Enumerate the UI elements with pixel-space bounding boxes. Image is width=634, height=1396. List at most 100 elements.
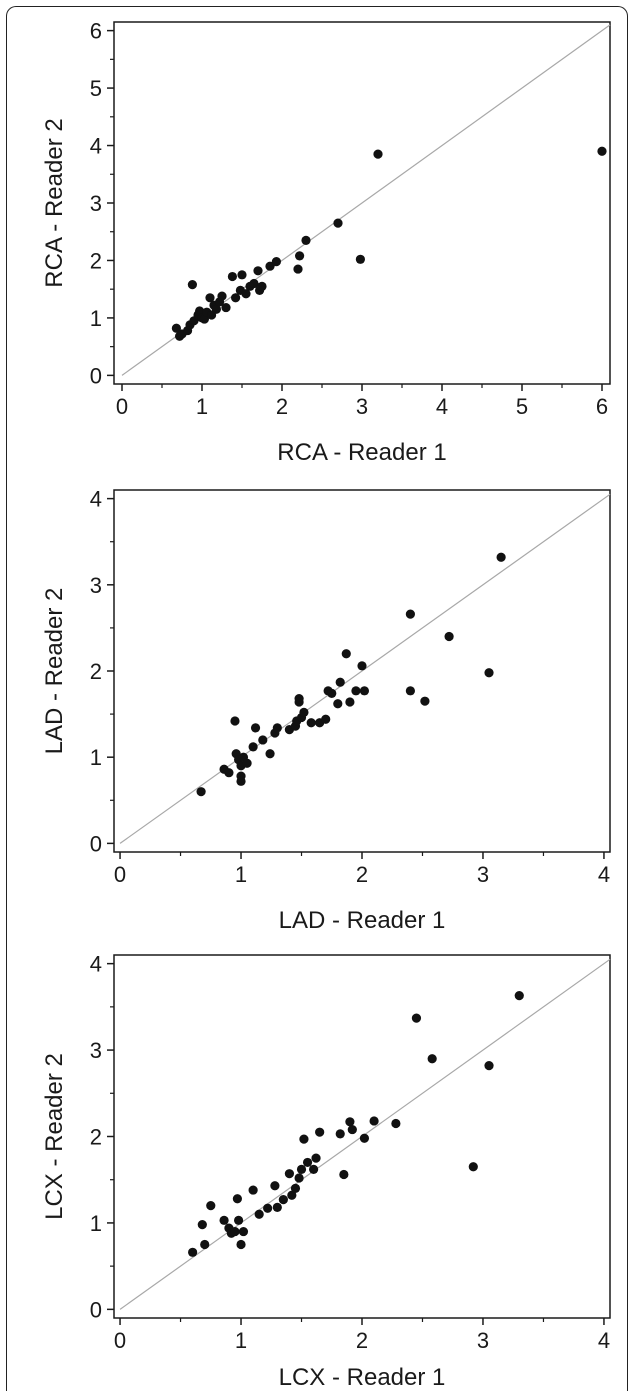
data-point xyxy=(241,289,251,299)
data-point xyxy=(302,1157,313,1168)
data-point xyxy=(335,677,345,687)
data-point xyxy=(299,1134,309,1144)
x-tick-label: 4 xyxy=(436,394,448,419)
y-tick-label: 0 xyxy=(90,363,102,388)
figure-frame xyxy=(6,6,628,1391)
data-point xyxy=(405,609,415,619)
data-point xyxy=(265,749,275,759)
data-point xyxy=(232,1194,242,1204)
data-point xyxy=(248,742,258,752)
data-point xyxy=(253,266,263,276)
data-point xyxy=(309,1164,319,1174)
data-point xyxy=(217,291,227,301)
y-axis-label: LAD - Reader 2 xyxy=(41,588,68,755)
data-point xyxy=(321,714,331,724)
x-tick-label: 0 xyxy=(116,394,128,419)
data-point xyxy=(197,1220,207,1230)
data-point xyxy=(341,649,351,659)
data-point xyxy=(196,787,206,797)
data-point xyxy=(250,723,261,733)
data-point xyxy=(391,1118,401,1129)
data-point xyxy=(238,1226,249,1237)
data-point xyxy=(299,707,309,717)
data-point xyxy=(234,1215,244,1225)
y-tick-label: 2 xyxy=(90,1125,102,1150)
data-point xyxy=(514,991,524,1001)
data-point xyxy=(236,1239,246,1250)
data-point xyxy=(405,686,415,696)
scatter-plot-2: 0 1 2 3 4 0 1 2 3 4 LAD - Reader 1 LAD - Reader 2 xyxy=(41,487,611,934)
data-point xyxy=(444,631,454,642)
data-point xyxy=(272,723,282,733)
data-point xyxy=(206,1201,216,1211)
data-point xyxy=(258,735,268,745)
x-axis-label: LAD - Reader 1 xyxy=(279,907,446,934)
data-point xyxy=(211,304,221,314)
y-tick-label: 1 xyxy=(90,745,102,770)
data-point xyxy=(265,261,275,271)
data-point xyxy=(333,699,343,709)
data-point xyxy=(484,1061,494,1071)
x-tick-label: 0 xyxy=(114,862,126,887)
x-axis-label: LCX - Reader 1 xyxy=(279,1364,446,1391)
data-point xyxy=(227,271,237,282)
data-point xyxy=(257,281,267,291)
scatter-plot-1: 0 1 2 3 4 5 6 0 1 2 3 4 5 6 RCA - Reader 1 RCA - Reader… xyxy=(41,19,611,466)
data-point xyxy=(597,146,607,156)
data-point xyxy=(205,293,215,303)
y-tick-label: 4 xyxy=(90,952,102,977)
x-tick-label: 2 xyxy=(276,394,288,419)
data-point xyxy=(230,1226,240,1237)
data-point xyxy=(468,1162,478,1172)
data-point xyxy=(347,1124,357,1135)
data-point xyxy=(242,758,252,768)
data-point xyxy=(359,1133,370,1143)
data-point xyxy=(420,696,430,706)
y-tick-label: 2 xyxy=(90,659,102,684)
y-tick-label: 3 xyxy=(90,573,102,598)
y-tick-label: 4 xyxy=(90,134,102,159)
y-tick-label: 2 xyxy=(90,248,102,273)
data-point xyxy=(188,1247,198,1257)
y-tick-label: 0 xyxy=(90,1297,102,1322)
data-point xyxy=(484,668,494,678)
data-point xyxy=(254,1209,264,1219)
x-tick-label: 5 xyxy=(516,394,528,419)
data-point xyxy=(237,270,247,280)
data-point xyxy=(369,1116,379,1126)
x-tick-label: 1 xyxy=(235,1328,247,1353)
data-point xyxy=(248,1185,258,1195)
data-point xyxy=(351,686,361,696)
data-point xyxy=(230,716,240,726)
data-point xyxy=(272,1202,282,1212)
data-point xyxy=(306,718,316,728)
data-point xyxy=(355,254,365,264)
data-point xyxy=(294,693,304,704)
y-tick-label: 4 xyxy=(90,487,102,512)
data-point xyxy=(373,149,383,159)
data-point xyxy=(200,1239,210,1250)
x-tick-label: 4 xyxy=(598,1328,610,1353)
data-point xyxy=(271,257,281,267)
data-point xyxy=(284,1169,295,1179)
data-point xyxy=(345,1117,355,1127)
data-point xyxy=(327,688,337,699)
x-axis-label: RCA - Reader 1 xyxy=(277,439,446,466)
data-point xyxy=(187,279,197,290)
data-point xyxy=(236,776,246,786)
y-tick-label: 5 xyxy=(90,76,102,101)
data-point xyxy=(411,1013,422,1023)
data-point xyxy=(333,218,343,228)
data-point xyxy=(496,552,506,562)
data-point xyxy=(231,293,241,303)
y-tick-label: 1 xyxy=(90,306,102,331)
data-point xyxy=(427,1054,437,1064)
y-tick-label: 3 xyxy=(90,1038,102,1063)
y-axis-label: LCX - Reader 2 xyxy=(41,1053,68,1220)
scatter-plot-3: 0 1 2 3 4 0 1 2 3 4 LCX - Reader 1 LCX - Reader 2 xyxy=(41,952,611,1391)
x-tick-label: 2 xyxy=(356,1328,368,1353)
data-point xyxy=(345,697,355,707)
data-point xyxy=(294,1173,304,1183)
x-tick-label: 4 xyxy=(598,862,610,887)
